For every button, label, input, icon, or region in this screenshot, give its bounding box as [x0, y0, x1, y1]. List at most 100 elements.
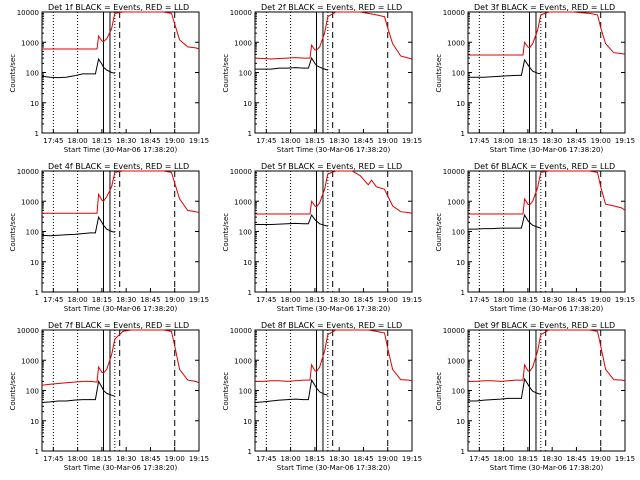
chart-title: Det 6f BLACK = Events, RED = LLD [474, 162, 615, 171]
x-tick-label: 18:00 [494, 296, 514, 304]
chart-title: Det 5f BLACK = Events, RED = LLD [261, 162, 402, 171]
chart-panel-5: Det 5f BLACK = Events, RED = LLD 1 10 100 10… [222, 162, 422, 313]
x-tick-label: 18:15 [92, 296, 112, 304]
y-axis-label: Counts/sec [222, 372, 230, 411]
x-tick-label: 17:45 [469, 296, 489, 304]
y-tick-label: 1 [461, 448, 465, 456]
chart-title: Det 7f BLACK = Events, RED = LLD [48, 321, 189, 330]
x-tick-label: 17:45 [43, 137, 63, 145]
series-line-events [468, 213, 541, 230]
x-axis-label: Start Time (30-Mar-06 17:38:20) [490, 464, 604, 472]
y-axis-label: Counts/sec [222, 213, 230, 252]
plot-frame [41, 170, 200, 293]
y-tick-label: 1000 [447, 198, 465, 206]
x-tick-label: 18:00 [281, 137, 301, 145]
x-tick-label: 19:00 [165, 296, 185, 304]
y-tick-label: 10 [456, 418, 465, 426]
x-tick-label: 18:00 [68, 296, 88, 304]
x-tick-label: 18:45 [140, 296, 160, 304]
chart-panel-2: Det 2f BLACK = Events, RED = LLD 1 10 100 10… [222, 3, 422, 154]
y-axis-label: Counts/sec [9, 372, 17, 411]
y-tick-label: 10000 [443, 327, 465, 335]
y-tick-label: 10000 [230, 168, 252, 176]
x-tick-label: 18:45 [140, 137, 160, 145]
x-tick-label: 18:30 [329, 296, 349, 304]
series-line-events [468, 58, 541, 78]
x-tick-label: 19:00 [378, 296, 398, 304]
x-tick-label: 18:45 [566, 296, 586, 304]
x-tick-label: 19:00 [591, 137, 611, 145]
x-tick-label: 17:45 [256, 137, 276, 145]
x-tick-label: 19:15 [189, 137, 209, 145]
x-tick-label: 17:45 [256, 296, 276, 304]
y-tick-label: 100 [26, 70, 39, 78]
chart-panel-3: Det 3f BLACK = Events, RED = LLD 1 10 100 10… [435, 3, 635, 154]
y-tick-label: 100 [452, 70, 465, 78]
y-tick-label: 100 [239, 70, 252, 78]
chart-panel-1: Det 1f BLACK = Events, RED = LLD 1 10 100 10… [9, 3, 209, 154]
x-tick-label: 19:15 [615, 455, 635, 463]
x-tick-label: 19:00 [378, 137, 398, 145]
y-tick-label: 1 [248, 289, 252, 297]
y-tick-label: 100 [452, 229, 465, 237]
y-tick-label: 10000 [17, 168, 39, 176]
y-tick-label: 100 [452, 388, 465, 396]
x-tick-label: 18:45 [353, 137, 373, 145]
series-line-lld [255, 329, 413, 382]
chart-panel-6: Det 6f BLACK = Events, RED = LLD 1 10 100 10… [435, 162, 635, 313]
chart-panel-8: Det 8f BLACK = Events, RED = LLD 1 10 100 10… [222, 321, 422, 472]
x-tick-label: 18:15 [305, 455, 325, 463]
x-tick-label: 18:30 [542, 296, 562, 304]
x-tick-label: 19:00 [591, 455, 611, 463]
series-line-events [41, 215, 115, 237]
y-tick-label: 100 [26, 229, 39, 237]
y-tick-label: 1 [35, 448, 39, 456]
y-tick-label: 1 [35, 130, 39, 138]
x-axis-label: Start Time (30-Mar-06 17:38:20) [277, 305, 391, 313]
x-axis-label: Start Time (30-Mar-06 17:38:20) [490, 305, 604, 313]
chart-title: Det 3f BLACK = Events, RED = LLD [474, 3, 615, 12]
y-tick-label: 10 [243, 259, 252, 267]
x-tick-label: 18:45 [353, 455, 373, 463]
x-tick-label: 17:45 [43, 296, 63, 304]
y-tick-label: 1000 [447, 357, 465, 365]
y-tick-label: 100 [26, 388, 39, 396]
series-line-events [255, 213, 328, 227]
y-tick-label: 1 [248, 448, 252, 456]
x-tick-label: 18:15 [305, 137, 325, 145]
x-tick-label: 19:15 [402, 455, 422, 463]
x-tick-label: 18:30 [116, 455, 136, 463]
chart-panel-7: Det 7f BLACK = Events, RED = LLD 1 10 100 10… [9, 321, 209, 472]
x-tick-label: 19:00 [378, 455, 398, 463]
plot-frame [254, 170, 413, 293]
x-tick-label: 18:00 [494, 455, 514, 463]
y-tick-label: 1 [248, 130, 252, 138]
x-axis-label: Start Time (30-Mar-06 17:38:20) [64, 146, 178, 154]
x-tick-label: 18:30 [329, 137, 349, 145]
x-tick-label: 17:45 [43, 455, 63, 463]
y-tick-label: 10000 [17, 9, 39, 17]
series-line-lld [41, 329, 200, 386]
y-tick-label: 100 [239, 388, 252, 396]
x-tick-label: 18:00 [281, 455, 301, 463]
chart-panel-9: Det 9f BLACK = Events, RED = LLD 1 10 100 10… [435, 321, 635, 472]
y-tick-label: 10 [243, 100, 252, 108]
x-tick-label: 18:45 [566, 137, 586, 145]
chart-title: Det 2f BLACK = Events, RED = LLD [261, 3, 402, 12]
x-tick-label: 18:30 [542, 137, 562, 145]
plot-frame [254, 329, 413, 452]
y-tick-label: 1000 [21, 39, 39, 47]
y-tick-label: 1000 [447, 39, 465, 47]
x-tick-label: 19:15 [402, 296, 422, 304]
y-tick-label: 10 [30, 100, 39, 108]
x-tick-label: 17:45 [469, 455, 489, 463]
chart-title: Det 9f BLACK = Events, RED = LLD [474, 321, 615, 330]
x-tick-label: 19:15 [402, 137, 422, 145]
y-tick-label: 10000 [230, 9, 252, 17]
x-tick-label: 19:00 [591, 296, 611, 304]
y-tick-label: 10000 [443, 168, 465, 176]
y-tick-label: 10000 [230, 327, 252, 335]
y-tick-label: 1 [461, 289, 465, 297]
series-line-lld [42, 11, 200, 50]
